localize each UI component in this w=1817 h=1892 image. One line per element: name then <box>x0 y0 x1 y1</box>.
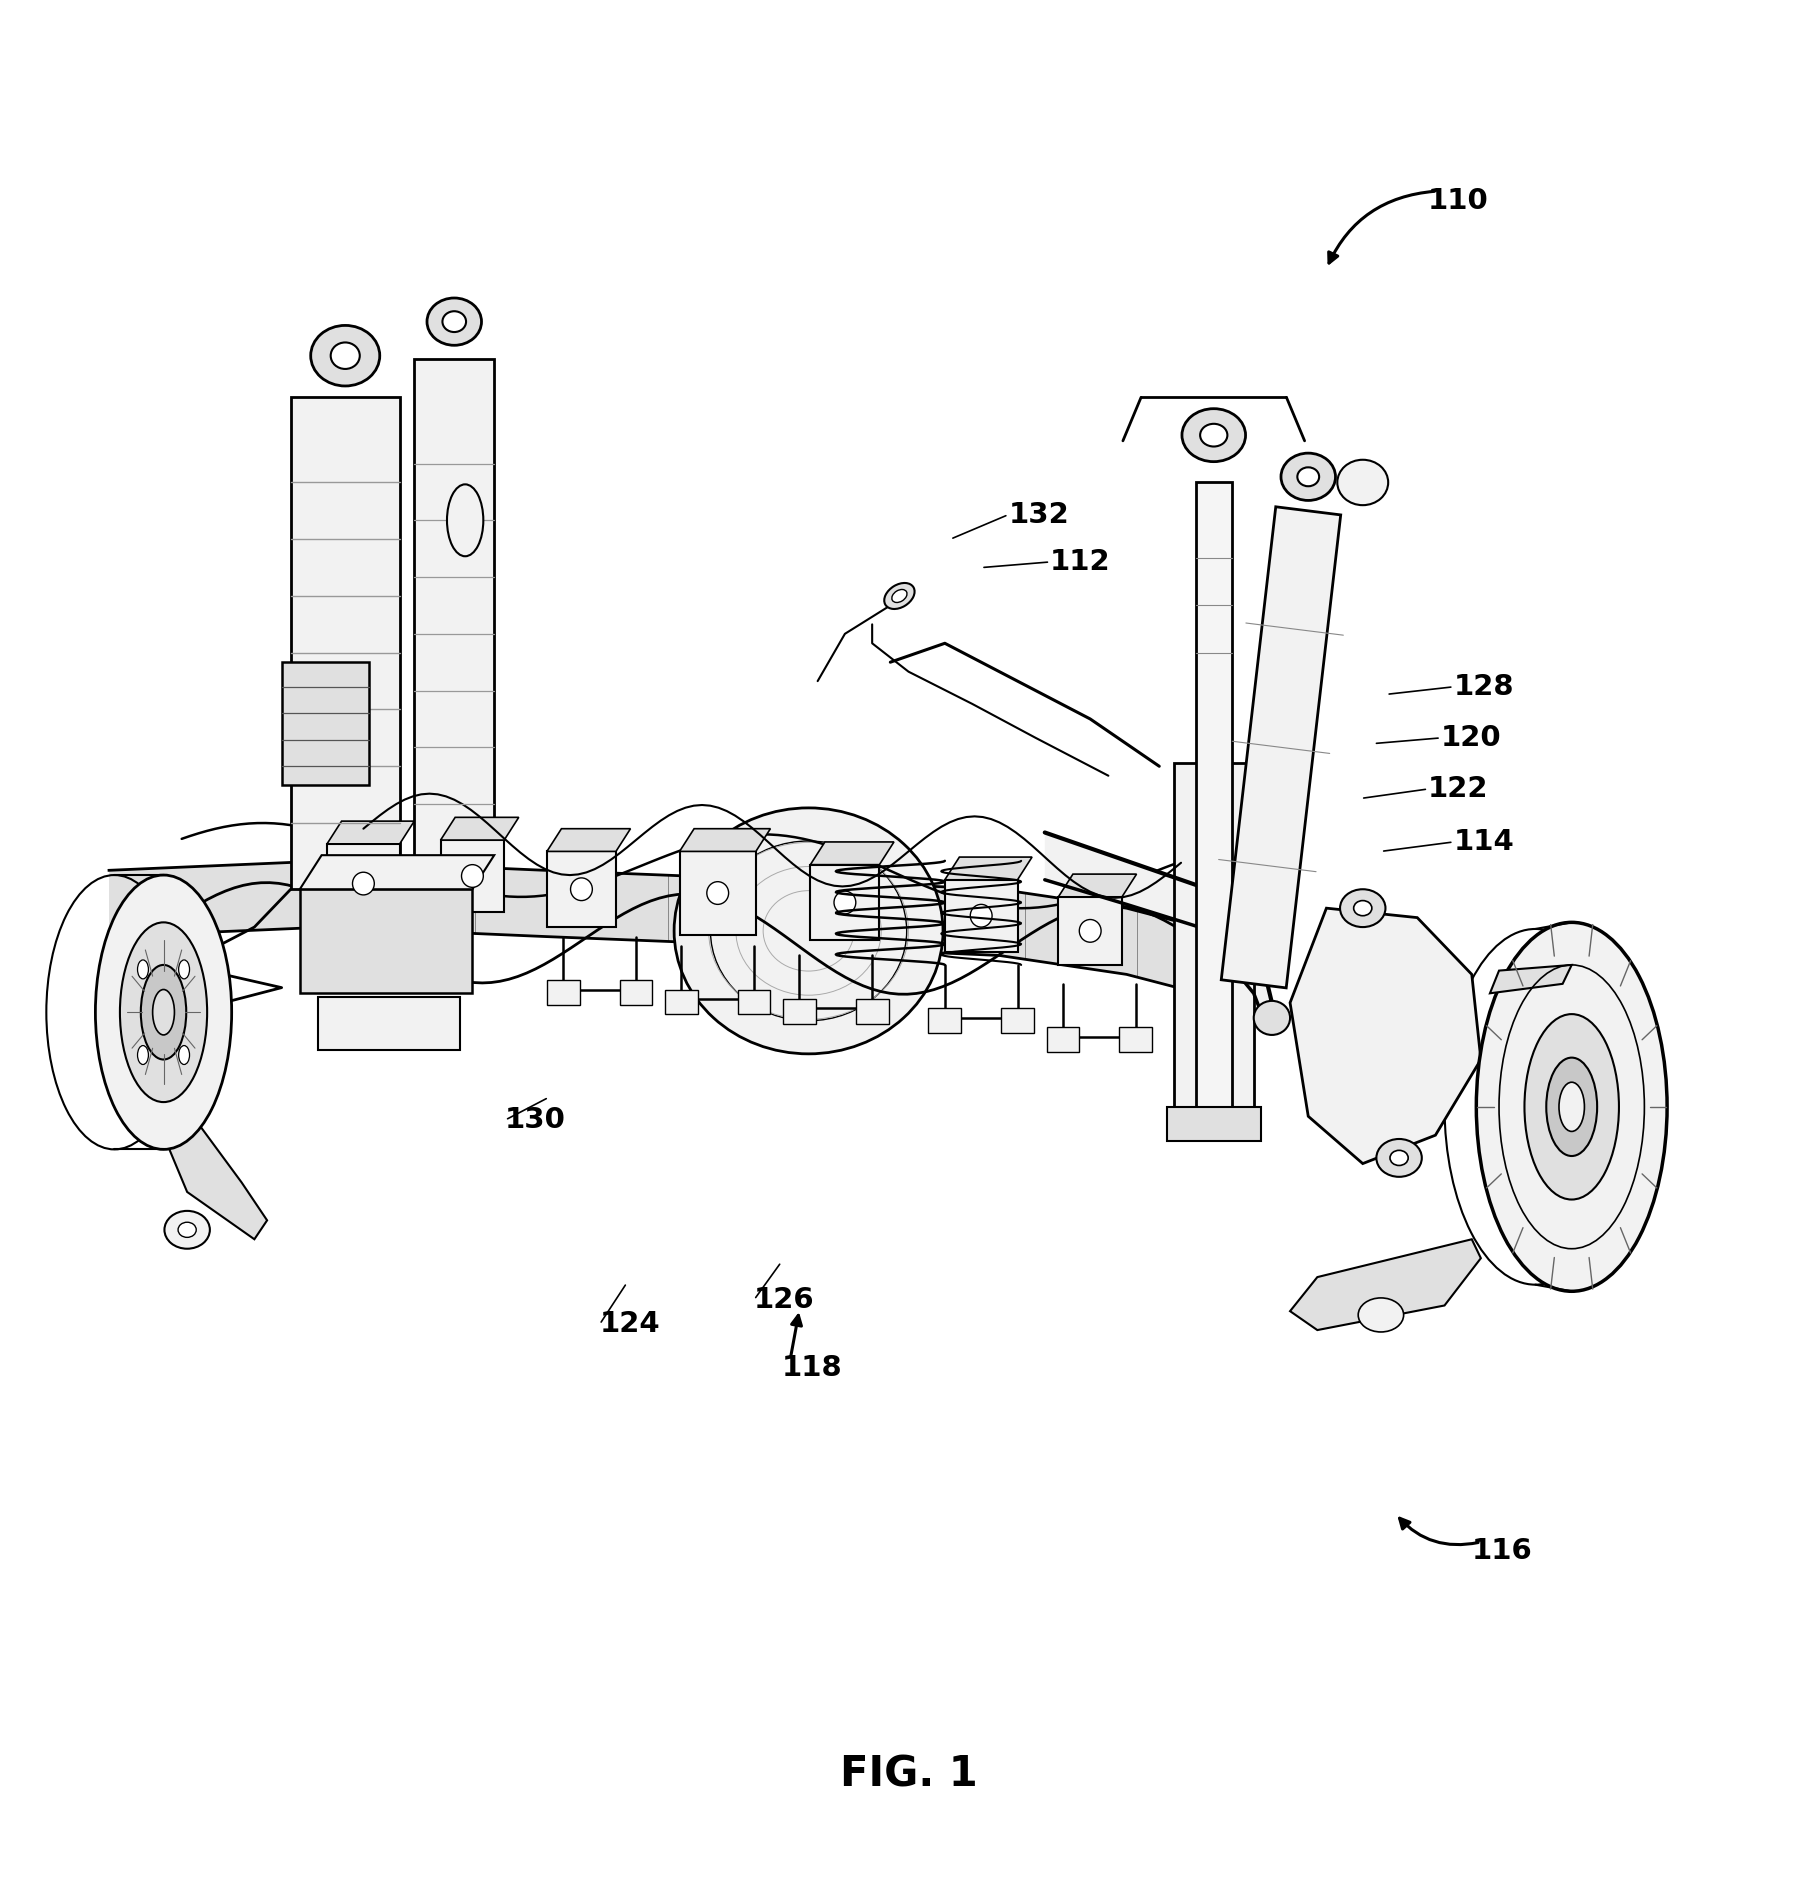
Polygon shape <box>327 844 400 923</box>
Bar <box>318 997 460 1050</box>
Ellipse shape <box>1297 467 1319 486</box>
Bar <box>282 662 369 785</box>
Polygon shape <box>1001 1008 1034 1033</box>
Polygon shape <box>300 855 494 889</box>
Text: 124: 124 <box>600 1311 660 1338</box>
Ellipse shape <box>352 872 374 895</box>
Polygon shape <box>1057 897 1121 965</box>
Polygon shape <box>1057 874 1137 897</box>
Text: FIG. 1: FIG. 1 <box>839 1754 978 1796</box>
Ellipse shape <box>707 882 729 904</box>
Ellipse shape <box>178 959 189 978</box>
Bar <box>1174 762 1254 1107</box>
Polygon shape <box>442 817 520 840</box>
Text: 114: 114 <box>1454 829 1514 855</box>
Ellipse shape <box>138 959 149 978</box>
Polygon shape <box>680 829 770 851</box>
Polygon shape <box>1047 1027 1079 1052</box>
Polygon shape <box>856 999 889 1024</box>
Polygon shape <box>169 1126 267 1239</box>
Bar <box>1167 1107 1261 1141</box>
Polygon shape <box>1221 507 1341 988</box>
Ellipse shape <box>443 310 465 331</box>
Polygon shape <box>1119 1027 1152 1052</box>
Text: 116: 116 <box>1472 1538 1532 1565</box>
Ellipse shape <box>1475 923 1668 1292</box>
Polygon shape <box>810 842 894 865</box>
Text: 110: 110 <box>1428 187 1488 214</box>
Ellipse shape <box>164 1211 211 1249</box>
Bar <box>300 889 472 993</box>
Text: 130: 130 <box>505 1107 567 1133</box>
Ellipse shape <box>120 921 207 1101</box>
Polygon shape <box>291 397 400 889</box>
Ellipse shape <box>311 325 380 386</box>
Polygon shape <box>665 990 698 1014</box>
Ellipse shape <box>427 297 482 344</box>
Ellipse shape <box>1201 424 1228 447</box>
Ellipse shape <box>1524 1014 1619 1200</box>
Ellipse shape <box>447 484 483 556</box>
Ellipse shape <box>1281 454 1335 501</box>
Ellipse shape <box>834 891 856 914</box>
Ellipse shape <box>970 904 992 927</box>
Polygon shape <box>414 359 494 861</box>
Text: 118: 118 <box>781 1355 841 1381</box>
Polygon shape <box>1290 908 1481 1164</box>
Text: 122: 122 <box>1428 776 1488 802</box>
Ellipse shape <box>1254 1001 1290 1035</box>
Ellipse shape <box>1337 460 1388 505</box>
Polygon shape <box>945 857 1032 880</box>
Text: 128: 128 <box>1454 674 1514 700</box>
Ellipse shape <box>892 590 907 602</box>
Polygon shape <box>945 880 1018 952</box>
Ellipse shape <box>138 1046 149 1065</box>
Polygon shape <box>680 851 756 935</box>
Ellipse shape <box>153 990 174 1035</box>
Polygon shape <box>327 821 414 844</box>
Ellipse shape <box>674 808 943 1054</box>
Polygon shape <box>1290 1239 1481 1330</box>
Ellipse shape <box>1559 1082 1584 1131</box>
Polygon shape <box>1490 965 1572 993</box>
Text: 126: 126 <box>754 1287 814 1313</box>
Ellipse shape <box>1359 1298 1405 1332</box>
Ellipse shape <box>1079 920 1101 942</box>
Ellipse shape <box>571 878 592 901</box>
Ellipse shape <box>885 583 914 609</box>
Polygon shape <box>738 990 770 1014</box>
Ellipse shape <box>142 965 185 1060</box>
Polygon shape <box>547 851 616 927</box>
Polygon shape <box>442 840 505 912</box>
Polygon shape <box>620 980 652 1005</box>
Ellipse shape <box>94 874 233 1148</box>
Ellipse shape <box>1377 1139 1423 1177</box>
Polygon shape <box>810 865 879 940</box>
Ellipse shape <box>178 1046 189 1065</box>
Ellipse shape <box>1546 1058 1597 1156</box>
Polygon shape <box>547 980 580 1005</box>
Ellipse shape <box>1341 889 1386 927</box>
Polygon shape <box>928 1008 961 1033</box>
Ellipse shape <box>331 342 360 369</box>
Ellipse shape <box>1183 409 1246 462</box>
Ellipse shape <box>1354 901 1372 916</box>
Ellipse shape <box>462 865 483 887</box>
Text: 132: 132 <box>1008 501 1068 528</box>
Ellipse shape <box>1390 1150 1408 1165</box>
Text: 112: 112 <box>1050 549 1110 575</box>
Polygon shape <box>783 999 816 1024</box>
Ellipse shape <box>178 1222 196 1237</box>
Text: 120: 120 <box>1441 725 1501 751</box>
Polygon shape <box>109 861 1236 1003</box>
Polygon shape <box>547 829 630 851</box>
Bar <box>1196 482 1232 1107</box>
Polygon shape <box>1045 832 1272 1031</box>
